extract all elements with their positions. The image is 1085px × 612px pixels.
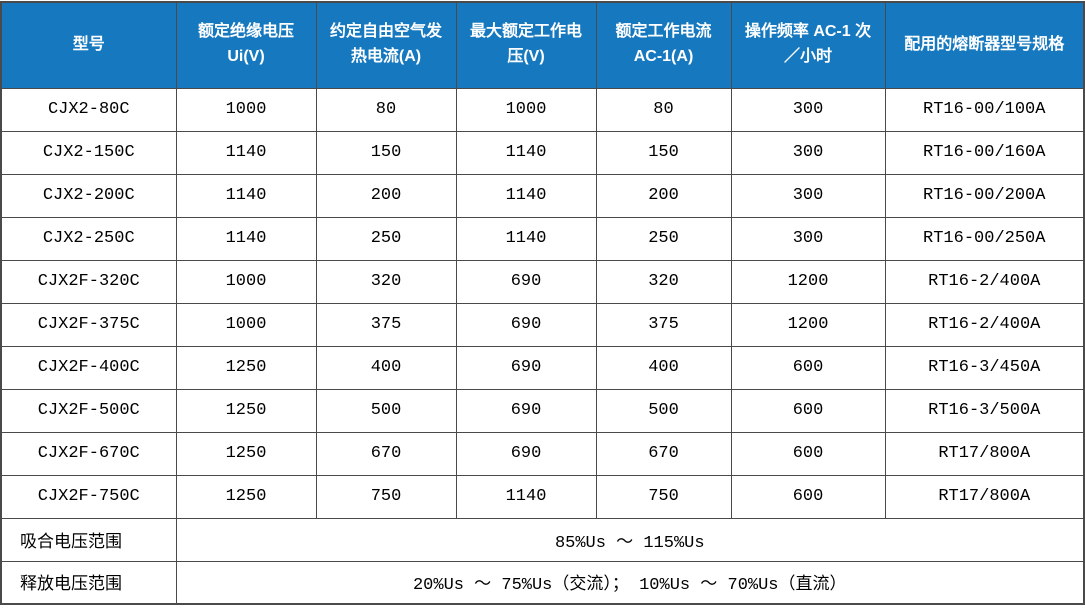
header-row: 型号 额定绝缘电压 Ui(V) 约定自由空气发热电流(A) 最大额定工作电压(V) 额定… bbox=[0, 1, 1085, 89]
value-cell: RT16-3/500A bbox=[884, 388, 1085, 433]
table-body: CJX2-80C 1000 80 1000 80 300 RT16-00/100A CJX2-… bbox=[0, 87, 1085, 605]
value-cell: 690 bbox=[455, 259, 597, 304]
value-cell: 1250 bbox=[175, 431, 317, 476]
model-cell: CJX2F-375C bbox=[0, 302, 177, 347]
value-cell: 600 bbox=[730, 345, 886, 390]
table-row: CJX2-250C 1140 250 1140 250 300 RT16-00/250A bbox=[0, 216, 1085, 261]
value-cell: 1000 bbox=[455, 87, 597, 132]
footer-value: 85%Us ～ 115%Us bbox=[175, 517, 1085, 562]
value-cell: 150 bbox=[595, 130, 732, 175]
value-cell: 670 bbox=[315, 431, 457, 476]
value-cell: RT16-00/160A bbox=[884, 130, 1085, 175]
table-row: CJX2F-375C 1000 375 690 375 1200 RT16-2/400A bbox=[0, 302, 1085, 347]
column-header: 额定绝缘电压 Ui(V) bbox=[175, 1, 317, 89]
value-cell: RT16-00/200A bbox=[884, 173, 1085, 218]
value-cell: RT16-2/400A bbox=[884, 302, 1085, 347]
value-cell: 375 bbox=[315, 302, 457, 347]
column-header: 配用的熔断器型号规格 bbox=[884, 1, 1085, 89]
value-cell: 250 bbox=[595, 216, 732, 261]
value-cell: 1140 bbox=[455, 474, 597, 519]
value-cell: 1250 bbox=[175, 345, 317, 390]
value-cell: 375 bbox=[595, 302, 732, 347]
value-cell: RT16-2/400A bbox=[884, 259, 1085, 304]
value-cell: 400 bbox=[595, 345, 732, 390]
table-row: CJX2-200C 1140 200 1140 200 300 RT16-00/200A bbox=[0, 173, 1085, 218]
footer-label: 释放电压范围 bbox=[0, 560, 177, 605]
table-row: CJX2-150C 1140 150 1140 150 300 RT16-00/160A bbox=[0, 130, 1085, 175]
model-cell: CJX2-80C bbox=[0, 87, 177, 132]
value-cell: 150 bbox=[315, 130, 457, 175]
column-header: 型号 bbox=[0, 1, 177, 89]
value-cell: 500 bbox=[595, 388, 732, 433]
table-row: CJX2F-400C 1250 400 690 400 600 RT16-3/450A bbox=[0, 345, 1085, 390]
footer-row: 吸合电压范围 85%Us ～ 115%Us bbox=[0, 517, 1085, 562]
value-cell: 500 bbox=[315, 388, 457, 433]
value-cell: 80 bbox=[315, 87, 457, 132]
model-cell: CJX2F-320C bbox=[0, 259, 177, 304]
model-cell: CJX2F-400C bbox=[0, 345, 177, 390]
value-cell: 600 bbox=[730, 474, 886, 519]
value-cell: 250 bbox=[315, 216, 457, 261]
value-cell: 400 bbox=[315, 345, 457, 390]
value-cell: 1200 bbox=[730, 259, 886, 304]
value-cell: 200 bbox=[315, 173, 457, 218]
value-cell: 1140 bbox=[455, 130, 597, 175]
value-cell: 1000 bbox=[175, 87, 317, 132]
value-cell: 750 bbox=[595, 474, 732, 519]
model-cell: CJX2F-500C bbox=[0, 388, 177, 433]
table-row: CJX2-80C 1000 80 1000 80 300 RT16-00/100A bbox=[0, 87, 1085, 132]
value-cell: 670 bbox=[595, 431, 732, 476]
value-cell: 200 bbox=[595, 173, 732, 218]
model-cell: CJX2F-670C bbox=[0, 431, 177, 476]
value-cell: RT16-3/450A bbox=[884, 345, 1085, 390]
value-cell: RT16-00/100A bbox=[884, 87, 1085, 132]
value-cell: 690 bbox=[455, 431, 597, 476]
value-cell: 1000 bbox=[175, 259, 317, 304]
value-cell: 80 bbox=[595, 87, 732, 132]
column-header: 额定工作电流 AC-1(A) bbox=[595, 1, 732, 89]
value-cell: 690 bbox=[455, 302, 597, 347]
value-cell: 1000 bbox=[175, 302, 317, 347]
value-cell: RT17/800A bbox=[884, 431, 1085, 476]
value-cell: 690 bbox=[455, 388, 597, 433]
column-header: 最大额定工作电压(V) bbox=[455, 1, 597, 89]
table-row: CJX2F-320C 1000 320 690 320 1200 RT16-2/400A bbox=[0, 259, 1085, 304]
table-row: CJX2F-670C 1250 670 690 670 600 RT17/800A bbox=[0, 431, 1085, 476]
model-cell: CJX2-250C bbox=[0, 216, 177, 261]
value-cell: 1250 bbox=[175, 474, 317, 519]
footer-value: 20%Us ～ 75%Us（交流）； 10%Us ～ 70%Us（直流） bbox=[175, 560, 1085, 605]
model-cell: CJX2F-750C bbox=[0, 474, 177, 519]
value-cell: 1250 bbox=[175, 388, 317, 433]
value-cell: 600 bbox=[730, 388, 886, 433]
value-cell: 750 bbox=[315, 474, 457, 519]
value-cell: 690 bbox=[455, 345, 597, 390]
table-row: CJX2F-750C 1250 750 1140 750 600 RT17/800A bbox=[0, 474, 1085, 519]
value-cell: RT17/800A bbox=[884, 474, 1085, 519]
value-cell: 300 bbox=[730, 87, 886, 132]
value-cell: 1200 bbox=[730, 302, 886, 347]
value-cell: 1140 bbox=[175, 130, 317, 175]
value-cell: 1140 bbox=[455, 216, 597, 261]
model-cell: CJX2-150C bbox=[0, 130, 177, 175]
footer-label: 吸合电压范围 bbox=[0, 517, 177, 562]
value-cell: 1140 bbox=[175, 216, 317, 261]
value-cell: 1140 bbox=[455, 173, 597, 218]
value-cell: 300 bbox=[730, 216, 886, 261]
value-cell: 320 bbox=[595, 259, 732, 304]
table-row: CJX2F-500C 1250 500 690 500 600 RT16-3/500A bbox=[0, 388, 1085, 433]
value-cell: 300 bbox=[730, 173, 886, 218]
table-header: 型号 额定绝缘电压 Ui(V) 约定自由空气发热电流(A) 最大额定工作电压(V) 额定… bbox=[0, 1, 1085, 89]
value-cell: 300 bbox=[730, 130, 886, 175]
value-cell: 320 bbox=[315, 259, 457, 304]
footer-row: 释放电压范围 20%Us ～ 75%Us（交流）； 10%Us ～ 70%Us（直… bbox=[0, 560, 1085, 605]
value-cell: RT16-00/250A bbox=[884, 216, 1085, 261]
model-cell: CJX2-200C bbox=[0, 173, 177, 218]
column-header: 操作频率 AC-1 次／小时 bbox=[730, 1, 886, 89]
column-header: 约定自由空气发热电流(A) bbox=[315, 1, 457, 89]
value-cell: 1140 bbox=[175, 173, 317, 218]
value-cell: 600 bbox=[730, 431, 886, 476]
